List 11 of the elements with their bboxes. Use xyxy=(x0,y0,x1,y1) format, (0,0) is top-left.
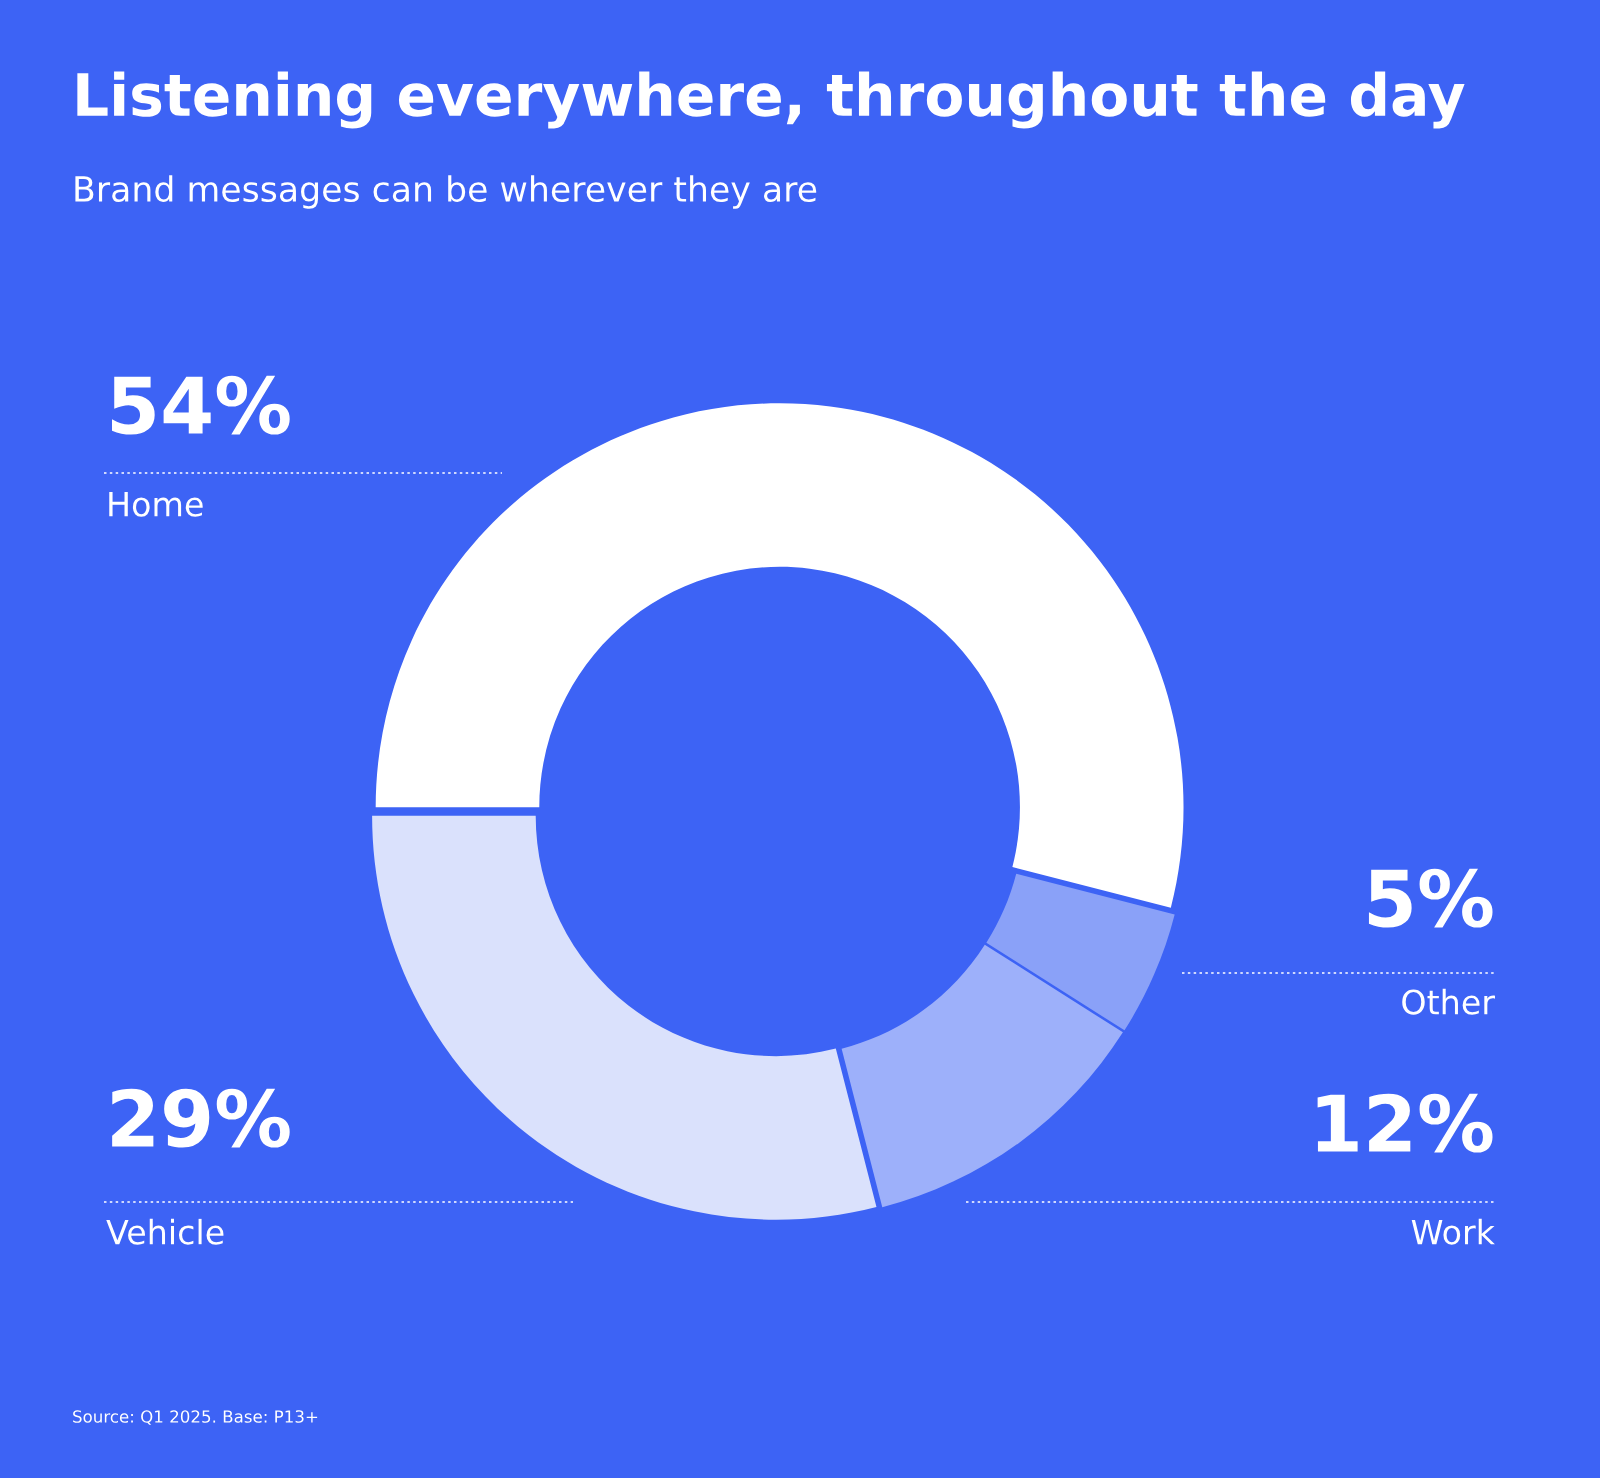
slice-label: Vehicle xyxy=(106,1218,224,1245)
data-label: 54% xyxy=(112,375,290,435)
slice-label: Home xyxy=(109,491,203,517)
chart-title: Listening everywhere, throughout the day xyxy=(77,71,1465,129)
data-label: 12% xyxy=(1317,1093,1493,1153)
data-label: 5% xyxy=(1368,868,1493,928)
slice-label: Work xyxy=(1411,1218,1495,1245)
slice-label: Other xyxy=(1402,988,1495,1015)
source-note: Source: Q1 2025. Base: P13+ xyxy=(73,1410,318,1425)
data-label: 29% xyxy=(112,1088,290,1148)
chart-subtitle: Brand messages can be wherever they are xyxy=(75,175,817,209)
